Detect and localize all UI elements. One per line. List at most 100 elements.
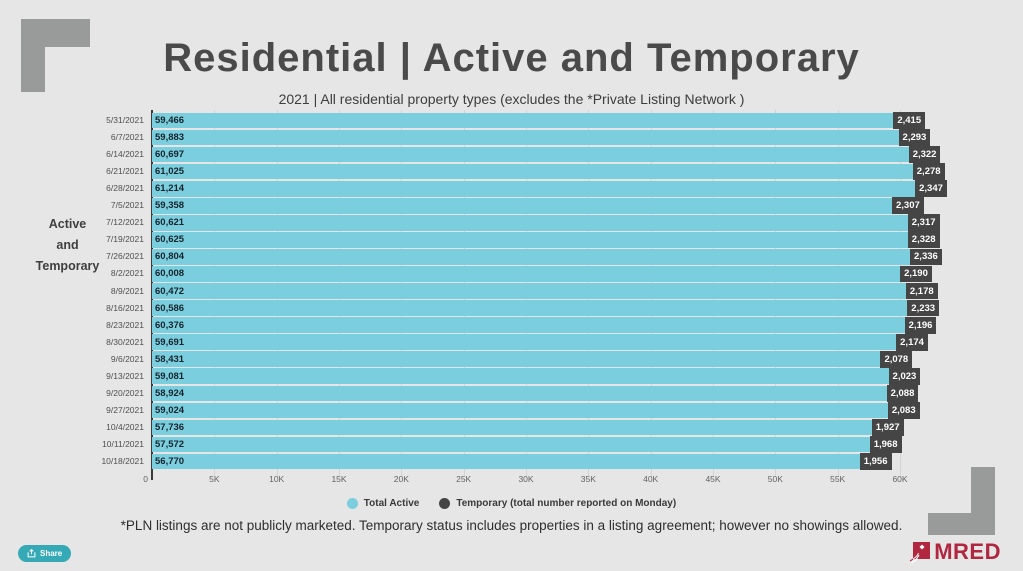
temporary-badge[interactable]: 2,322 [908, 146, 941, 164]
share-button-label: Share [40, 549, 63, 558]
bar-row: 57,736 1,927 [152, 419, 904, 436]
legend-item[interactable]: Temporary (total number reported on Mond… [439, 498, 676, 509]
total-active-value: 60,804 [155, 251, 185, 263]
total-active-value: 57,572 [155, 438, 185, 450]
bar-row: 61,214 2,347 [152, 180, 947, 198]
total-active-bar[interactable]: 59,081 [152, 368, 889, 385]
temporary-badge[interactable]: 2,293 [898, 129, 931, 146]
total-active-bar[interactable]: 60,008 [152, 266, 901, 282]
temporary-badge[interactable]: 2,317 [907, 214, 940, 232]
total-active-value: 60,472 [155, 285, 185, 297]
mred-logo-text: MRED [934, 539, 1001, 564]
temporary-badge[interactable]: 1,968 [869, 436, 902, 453]
x-tick-label: 5K [209, 474, 220, 484]
temporary-badge[interactable]: 2,233 [907, 299, 940, 317]
total-active-bar[interactable]: 60,472 [152, 283, 906, 299]
category-label: 6/21/2021 [106, 166, 144, 177]
total-active-bar[interactable]: 57,572 [152, 436, 870, 453]
mred-logo: MRED [909, 539, 1001, 565]
bar-row: 59,883 2,293 [152, 129, 931, 146]
total-active-bar[interactable]: 58,924 [152, 385, 887, 402]
bar-row: 59,024 2,083 [152, 401, 920, 419]
total-active-bar[interactable]: 60,697 [152, 146, 909, 163]
temporary-badge[interactable]: 2,023 [888, 367, 921, 385]
total-active-bar[interactable]: 59,883 [152, 129, 899, 146]
x-tick-label: 60K [892, 474, 908, 484]
legend-dot-icon [346, 498, 358, 509]
total-active-bar[interactable]: 59,691 [152, 334, 897, 350]
total-active-bar[interactable]: 60,586 [152, 300, 908, 316]
x-axis-ticks: 0 5K 10K 15K 20K 25K 30K 35K 40K 45K 50K 55K 60K [143, 474, 962, 486]
bar-row: 60,008 2,190 [152, 265, 932, 283]
mred-logo-icon [909, 542, 931, 564]
bar-row: 60,697 2,322 [152, 146, 941, 164]
bar-row: 58,431 2,078 [152, 350, 913, 368]
total-active-value: 59,883 [155, 132, 185, 144]
total-active-bar[interactable]: 58,431 [152, 351, 881, 367]
y-axis-label-line: and [56, 238, 79, 252]
temporary-badge[interactable]: 1,956 [859, 453, 892, 470]
x-tick-label: 50K [767, 474, 783, 484]
category-label: 10/11/2021 [102, 438, 144, 449]
category-label: 6/28/2021 [106, 183, 144, 194]
total-active-value: 59,358 [155, 200, 185, 212]
total-active-bar[interactable]: 59,358 [152, 197, 892, 214]
total-active-value: 60,621 [155, 217, 185, 229]
share-button[interactable]: Share [18, 545, 72, 562]
temporary-badge[interactable]: 2,083 [887, 401, 920, 419]
total-active-bar[interactable]: 61,025 [152, 163, 913, 180]
category-label: 8/16/2021 [106, 302, 144, 313]
y-axis-label-line: Temporary [35, 259, 100, 273]
bar-row: 60,625 2,328 [152, 231, 940, 249]
total-active-bar[interactable]: 56,770 [152, 453, 860, 470]
total-active-bar[interactable]: 57,736 [152, 419, 872, 436]
category-label: 9/27/2021 [106, 404, 144, 415]
x-tick-label: 15K [331, 474, 347, 484]
temporary-badge[interactable]: 2,347 [915, 180, 947, 198]
total-active-value: 59,024 [155, 404, 185, 416]
total-active-value: 61,025 [155, 166, 185, 178]
temporary-badge[interactable]: 2,336 [910, 248, 942, 266]
temporary-badge[interactable]: 2,328 [907, 231, 940, 249]
total-active-bar[interactable]: 60,376 [152, 317, 905, 333]
temporary-badge[interactable]: 2,178 [905, 282, 938, 300]
total-active-bar[interactable]: 60,625 [152, 232, 908, 248]
y-axis-label-line: Active [48, 217, 87, 231]
category-label: 10/18/2021 [101, 456, 144, 466]
category-label: 7/26/2021 [106, 251, 144, 262]
category-label: 8/30/2021 [106, 336, 144, 347]
temporary-badge[interactable]: 2,196 [904, 316, 937, 334]
total-active-value: 58,924 [155, 387, 185, 399]
total-active-bar[interactable]: 59,466 [152, 112, 894, 129]
category-label: 9/13/2021 [106, 370, 144, 381]
plot-area: 59,466 2,415 59,883 2,293 60,697 2,322 61,025 2… [152, 110, 962, 476]
page-subtitle: 2021 | All residential property types (e… [278, 91, 745, 107]
legend-dot-icon [439, 498, 451, 509]
x-tick-label: 30K [518, 474, 534, 484]
footnote: *PLN listings are not publicly marketed.… [120, 518, 903, 533]
bar-row: 59,358 2,307 [152, 197, 924, 215]
x-tick-label: 0 [143, 474, 148, 484]
temporary-badge[interactable]: 2,307 [891, 197, 924, 215]
temporary-badge[interactable]: 2,278 [912, 163, 945, 181]
total-active-value: 60,008 [155, 268, 185, 280]
temporary-badge[interactable]: 2,190 [900, 265, 932, 283]
bar-row: 59,691 2,174 [152, 333, 928, 351]
category-label: 9/20/2021 [106, 387, 144, 398]
temporary-badge[interactable]: 2,078 [880, 350, 913, 368]
bar-row: 61,025 2,278 [152, 163, 945, 181]
total-active-bar[interactable]: 60,804 [152, 249, 911, 265]
total-active-bar[interactable]: 59,024 [152, 402, 888, 419]
total-active-bar[interactable]: 61,214 [152, 180, 916, 197]
x-tick-label: 45K [705, 474, 721, 484]
x-tick-label: 35K [580, 474, 596, 484]
temporary-badge[interactable]: 1,927 [871, 419, 904, 436]
temporary-badge[interactable]: 2,088 [886, 384, 919, 402]
temporary-badge[interactable]: 2,174 [896, 333, 928, 351]
total-active-value: 60,586 [155, 302, 185, 314]
category-label: 7/12/2021 [106, 217, 144, 228]
temporary-badge[interactable]: 2,415 [893, 112, 926, 129]
legend-item[interactable]: Total Active [346, 498, 419, 509]
total-active-bar[interactable]: 60,621 [152, 215, 908, 231]
